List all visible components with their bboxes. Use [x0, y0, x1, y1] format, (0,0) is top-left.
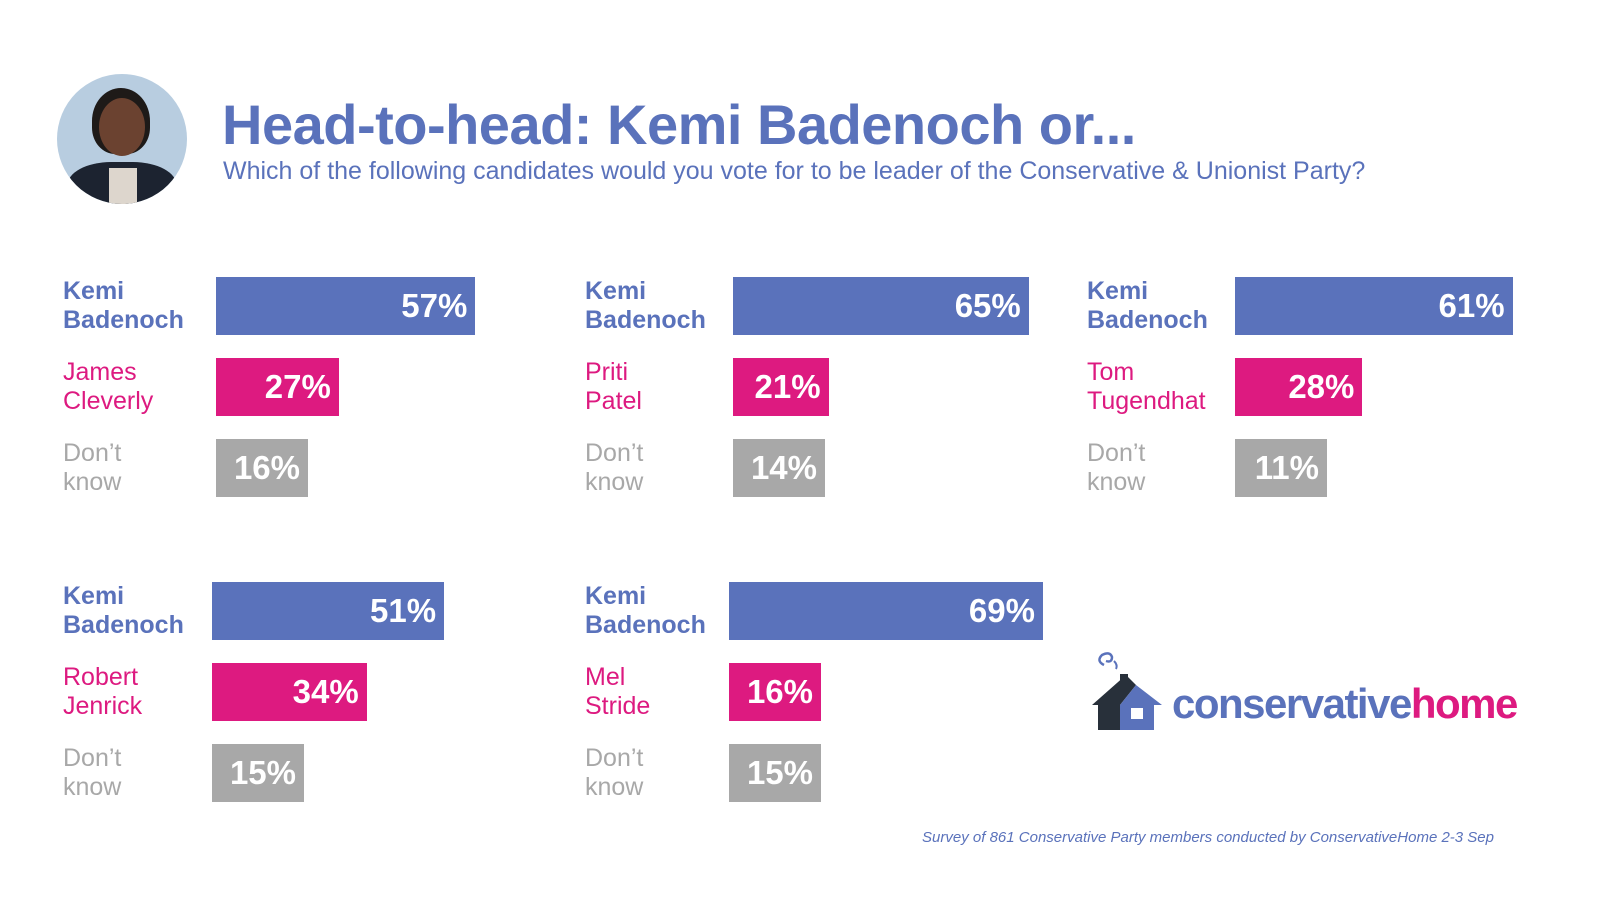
bar-kemi: 51% [212, 582, 445, 640]
bar-kemi: 61% [1235, 277, 1513, 335]
bar-kemi: 57% [216, 277, 476, 335]
bar-label-opponent: Robert Jenrick [63, 663, 143, 720]
bar-opponent: 28% [1235, 358, 1363, 416]
bar-kemi: 65% [733, 277, 1029, 335]
bar-label-dont-know: Don’t know [63, 439, 122, 496]
page-title: Head-to-head: Kemi Badenoch or... [222, 93, 1136, 156]
bar-opponent: 27% [216, 358, 339, 416]
bar-label-opponent: Tom Tugendhat [1087, 358, 1206, 415]
bar-dont-know: 15% [729, 744, 821, 802]
logo-text-home: home [1410, 680, 1519, 727]
bar-label-opponent: Mel Stride [585, 663, 651, 720]
bar-opponent: 21% [733, 358, 829, 416]
bar-dont-know: 16% [216, 439, 308, 497]
bar-label-kemi: Kemi Badenoch [63, 277, 184, 334]
bar-label-kemi: Kemi Badenoch [1087, 277, 1208, 334]
conservativehome-logo [1092, 652, 1162, 730]
bar-label-kemi: Kemi Badenoch [585, 582, 706, 639]
bar-label-opponent: James Cleverly [63, 358, 154, 415]
bar-label-dont-know: Don’t know [585, 744, 644, 801]
bar-label-kemi: Kemi Badenoch [63, 582, 184, 639]
logo-wordmark: conservativehome [1172, 680, 1519, 728]
survey-footnote: Survey of 861 Conservative Party members… [922, 829, 1494, 846]
bar-dont-know: 14% [733, 439, 825, 497]
bar-label-opponent: Priti Patel [585, 358, 642, 415]
bar-label-dont-know: Don’t know [63, 744, 122, 801]
bar-label-kemi: Kemi Badenoch [585, 277, 706, 334]
page-subtitle: Which of the following candidates would … [223, 157, 1366, 185]
bar-kemi: 69% [729, 582, 1043, 640]
kemi-badenoch-photo [57, 74, 187, 204]
bar-opponent: 34% [212, 663, 367, 721]
logo-text-conservative: conservative [1172, 680, 1412, 727]
bar-label-dont-know: Don’t know [585, 439, 644, 496]
bar-dont-know: 15% [212, 744, 304, 802]
bar-opponent: 16% [729, 663, 821, 721]
bar-label-dont-know: Don’t know [1087, 439, 1146, 496]
bar-dont-know: 11% [1235, 439, 1327, 497]
